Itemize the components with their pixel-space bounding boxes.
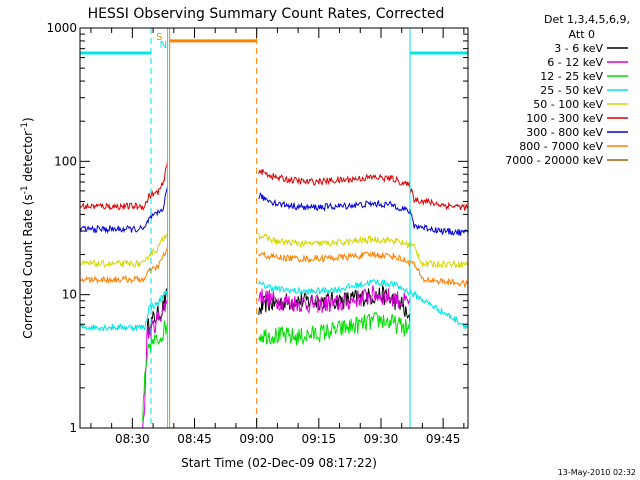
legend-label: 100 - 300 keV: [526, 112, 603, 125]
x-tick-label: 09:00: [239, 432, 274, 446]
y-tick-label: 1: [69, 421, 77, 435]
series-line-7: [79, 248, 168, 285]
legend-label: 50 - 100 keV: [533, 98, 603, 111]
series-line-4: [258, 233, 469, 269]
legend-label: 12 - 25 keV: [540, 70, 603, 83]
x-tick-label: 08:30: [115, 432, 150, 446]
legend-label: 7000 - 20000 keV: [505, 154, 603, 167]
x-tick-label: 09:45: [426, 432, 461, 446]
x-axis: 08:30 08:45 09:00 09:15 09:30 09:45: [90, 28, 465, 446]
chart-title: HESSI Observing Summary Count Rates, Cor…: [88, 6, 445, 22]
series-line-1: [258, 285, 411, 314]
legend-label: 800 - 7000 keV: [519, 140, 603, 153]
x-tick-label: 08:45: [177, 432, 212, 446]
y-tick-label: 1000: [46, 21, 77, 35]
x-tick-label: 09:30: [364, 432, 399, 446]
legend-label: 300 - 800 keV: [526, 126, 603, 139]
y-axis-label: Corrected Count Rate (s-1 detector-1): [20, 117, 35, 338]
series-line-1: [142, 299, 169, 429]
legend-label: 25 - 50 keV: [540, 84, 603, 97]
series-line-2: [258, 311, 411, 346]
legend-title-line-2: Att 0: [569, 28, 595, 41]
plot-frame: [79, 27, 469, 429]
legend-label: 6 - 12 keV: [547, 56, 603, 69]
series-line-6: [258, 192, 469, 236]
series-line-4: [79, 231, 169, 269]
x-tick-label: 09:15: [302, 432, 337, 446]
y-tick-label: 100: [54, 154, 77, 168]
legend-label: 3 - 6 keV: [554, 42, 603, 55]
series-line-3: [79, 289, 169, 332]
series-line-7: [258, 250, 469, 288]
series-line-3: [258, 278, 469, 330]
series-line-2: [142, 320, 169, 423]
flag-label: S: [156, 32, 162, 43]
series-line-6: [79, 186, 169, 234]
y-tick-label: 10: [62, 288, 77, 302]
series-line-5: [80, 161, 169, 211]
footer-timestamp: 13-May-2010 02:32: [558, 468, 636, 477]
series-line-5: [258, 168, 469, 211]
y-axis: 1 10 100 1000: [46, 21, 468, 435]
legend-title-line-1: Det 1,3,4,5,6,9,: [544, 13, 630, 26]
flag-label: N: [160, 40, 167, 51]
x-axis-label: Start Time (02-Dec-09 08:17:22): [181, 456, 377, 470]
